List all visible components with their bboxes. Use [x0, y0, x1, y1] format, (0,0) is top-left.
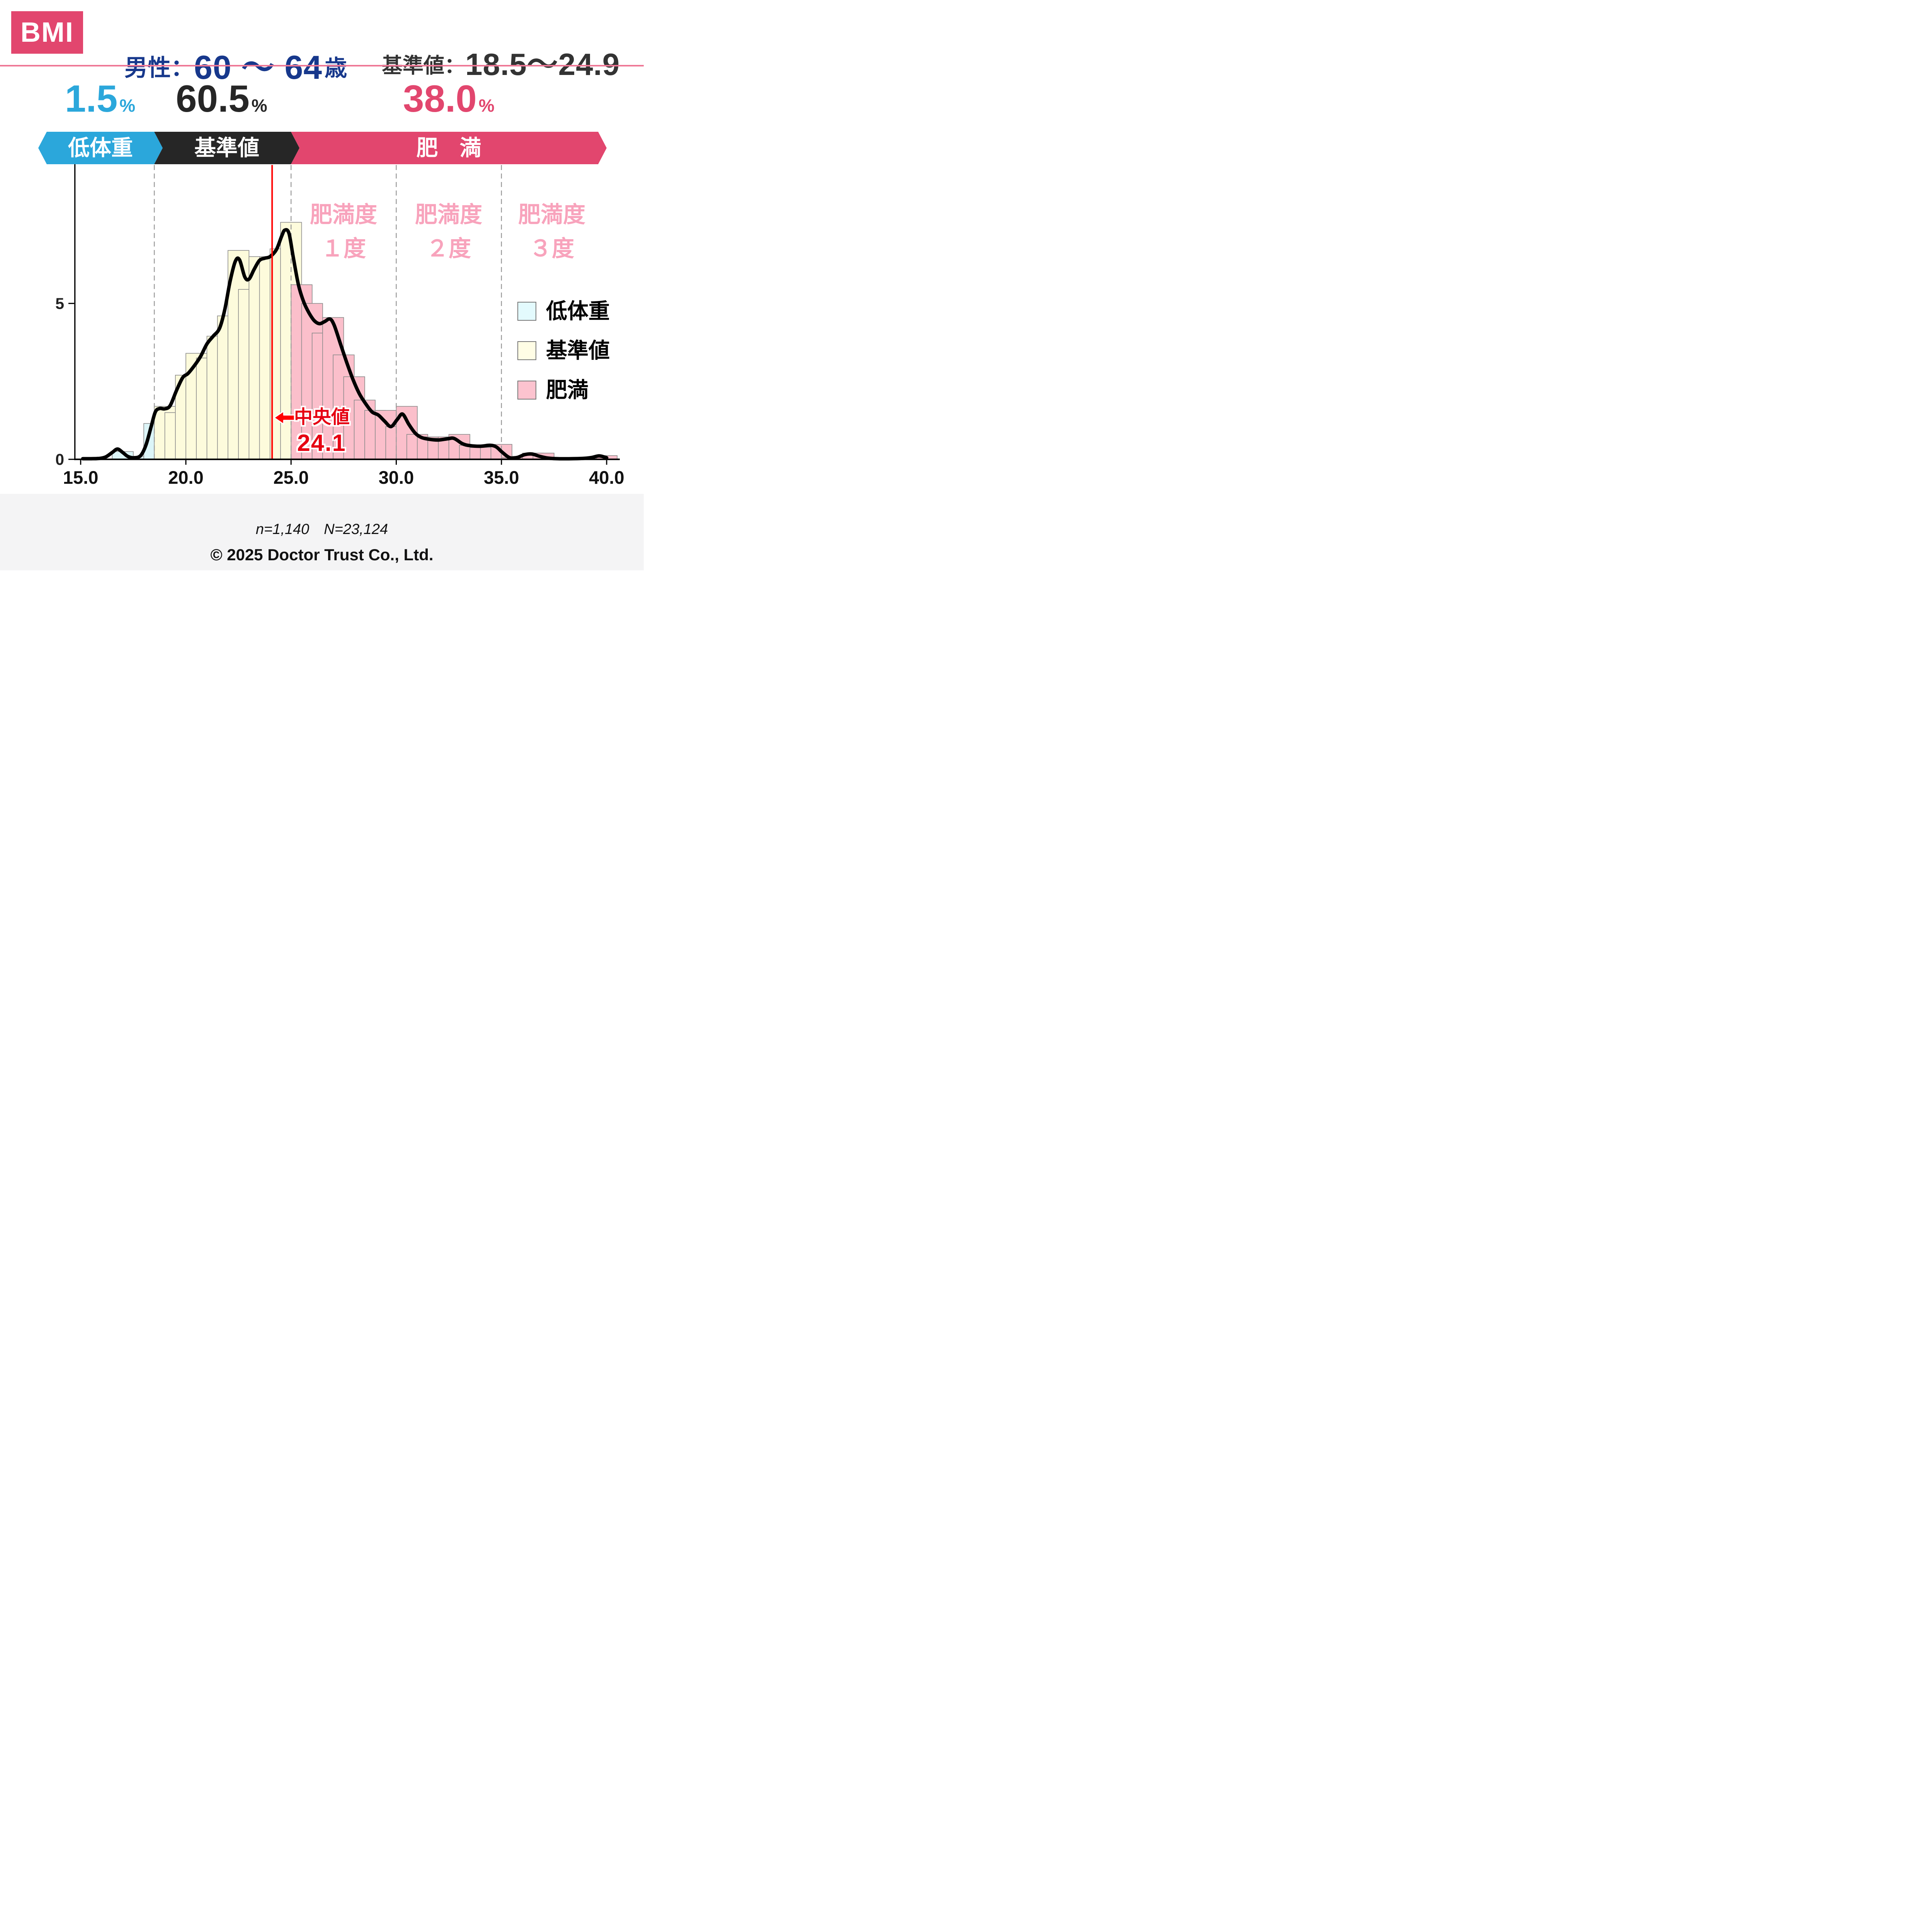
percent-normal-value: 60.5 [176, 77, 250, 120]
obesity-degree-2-line1: 肥満度 [415, 202, 482, 227]
header-divider [0, 65, 644, 66]
median-label: 中央値 [294, 407, 350, 427]
legend-swatch-normal [517, 341, 536, 360]
band-underweight: 低体重 [38, 132, 163, 164]
footer: n=1,140 N=23,124 © 2025 Doctor Trust Co.… [0, 494, 644, 570]
sample-size-text: n=1,140 N=23,124 [255, 521, 388, 537]
x-axis-tick-label: 25.0 [274, 467, 309, 488]
page-title: 男性： 60 ～ 64 歳 [124, 0, 347, 86]
x-axis-tick-label: 20.0 [168, 467, 203, 488]
obesity-degree-2-label: 肥満度 ２度 [398, 198, 499, 266]
legend-swatch-underweight [517, 302, 536, 321]
title-gender-label: 男性： [124, 55, 194, 81]
obesity-degree-1-label: 肥満度 １度 [293, 198, 394, 266]
median-value: 24.1 [297, 430, 346, 456]
band-obese: 肥 満 [291, 132, 607, 164]
percent-underweight-value: 1.5 [65, 77, 118, 120]
obesity-degree-1-line2: １度 [321, 236, 366, 262]
x-axis-tick-label: 30.0 [379, 467, 414, 488]
legend-label-normal: 基準値 [546, 338, 610, 362]
x-axis-tick-label: 35.0 [484, 467, 519, 488]
legend-item-normal: 基準値 [517, 340, 610, 361]
copyright-text: © 2025 Doctor Trust Co., Ltd. [210, 546, 434, 564]
legend-label-underweight: 低体重 [546, 299, 610, 323]
y-axis-tick-label: 5 [55, 294, 64, 312]
percent-normal: 60.5% [176, 80, 267, 117]
bmi-histogram-chart: 051015.020.025.030.035.040.0 [46, 139, 624, 488]
title-age-suffix: 歳 [325, 56, 347, 81]
obesity-degree-1-line1: 肥満度 [310, 202, 377, 227]
title-age-range: 60 ～ 64 [194, 49, 323, 86]
header: BMI 男性： 60 ～ 64 歳 基準値： 18.5～24.9 [0, 0, 644, 86]
band-normal-label: 基準値 [194, 136, 259, 160]
legend-item-obese: 肥満 [517, 379, 610, 401]
obesity-degree-3-line2: ３度 [529, 236, 574, 262]
percent-underweight-sign: % [119, 95, 136, 116]
bmi-badge: BMI [11, 11, 83, 54]
percent-obese: 38.0% [403, 80, 495, 117]
percent-obese-sign: % [478, 95, 495, 116]
bmi-distribution-page: BMI 男性： 60 ～ 64 歳 基準値： 18.5～24.9 051015.… [0, 0, 644, 570]
y-axis-tick-label: 0 [55, 451, 64, 468]
obesity-degree-2-line2: ２度 [426, 236, 471, 262]
band-obese-label: 肥 満 [416, 136, 481, 160]
density-curve [81, 228, 609, 461]
median-arrow-icon [273, 410, 296, 425]
x-axis-tick-label: 40.0 [589, 467, 624, 488]
band-normal: 基準値 [154, 132, 299, 164]
obesity-degree-3-line1: 肥満度 [518, 202, 585, 227]
reference-value: 18.5～24.9 [465, 47, 620, 82]
obesity-degree-3-label: 肥満度 ３度 [502, 198, 602, 266]
percent-normal-sign: % [251, 95, 267, 116]
legend-label-obese: 肥満 [546, 378, 589, 402]
band-underweight-label: 低体重 [68, 136, 133, 160]
x-axis-tick-label: 15.0 [63, 467, 98, 488]
legend: 低体重 基準値 肥満 [517, 301, 610, 419]
percent-underweight: 1.5% [65, 80, 135, 117]
legend-swatch-obese [517, 381, 536, 400]
percent-obese-value: 38.0 [403, 77, 477, 120]
legend-item-underweight: 低体重 [517, 301, 610, 322]
